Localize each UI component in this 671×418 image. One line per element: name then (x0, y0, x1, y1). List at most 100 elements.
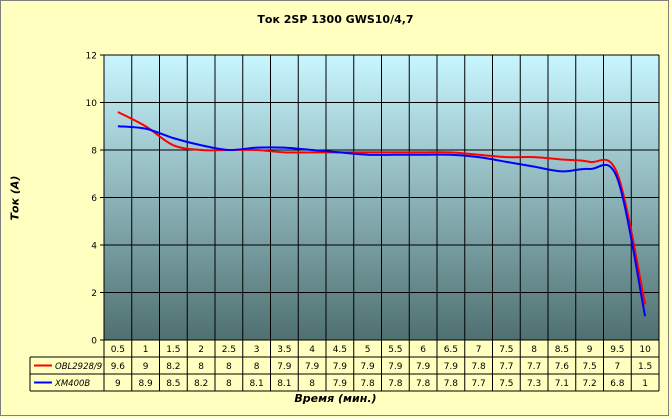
x-tick-label: 6 (420, 345, 426, 355)
table-value: 7.9 (277, 362, 292, 372)
data-point (256, 147, 258, 149)
table-value: 8.9 (138, 379, 153, 389)
x-tick-label: 3 (254, 345, 260, 355)
table-value: 9 (143, 362, 149, 372)
data-point (367, 151, 369, 153)
x-tick-label: 2 (198, 345, 204, 355)
table-value: 7.9 (444, 362, 459, 372)
data-point (117, 125, 119, 127)
table-value: 7.9 (305, 362, 320, 372)
series-line-red (117, 111, 647, 305)
y-tick-label: 12 (86, 52, 97, 62)
table-value: 7.9 (388, 362, 403, 372)
data-point (172, 144, 174, 146)
data-point (367, 154, 369, 156)
x-tick-label: 3.5 (277, 345, 291, 355)
data-point (283, 147, 285, 149)
table-value: 8 (198, 362, 204, 372)
table-value: 7.9 (333, 362, 348, 372)
x-axis-label: Время (мин.) (294, 392, 377, 405)
y-tick-label: 6 (91, 194, 97, 204)
table-value: 8.5 (166, 379, 180, 389)
x-tick-label: 5.5 (388, 345, 402, 355)
table-value: 7.8 (388, 379, 403, 389)
table-value: 7.7 (471, 379, 485, 389)
table-value: 7.6 (555, 362, 570, 372)
data-point (200, 149, 202, 151)
table-value: 7.3 (527, 379, 541, 389)
data-point (561, 170, 563, 172)
y-tick-label: 0 (91, 337, 97, 347)
series-line-blue (117, 125, 647, 317)
x-tick-label: 8.5 (555, 345, 569, 355)
table-value: 7.2 (582, 379, 596, 389)
data-point (505, 156, 507, 158)
data-point (394, 151, 396, 153)
table-value: 8 (226, 379, 232, 389)
x-tick-label: 7.5 (499, 345, 513, 355)
table-value: 7.7 (527, 362, 541, 372)
x-tick-label: 4 (309, 345, 315, 355)
table-value: 8.1 (249, 379, 263, 389)
table-value: 9.6 (111, 362, 126, 372)
table-value: 7.9 (360, 362, 375, 372)
data-point (422, 151, 424, 153)
table-value: 7.8 (471, 362, 486, 372)
x-tick-label: 8 (531, 345, 537, 355)
table-value: 7.5 (582, 362, 596, 372)
data-point (256, 149, 258, 151)
x-tick-label: 9 (587, 345, 593, 355)
data-point (200, 144, 202, 146)
legend-label: XM400B (54, 379, 90, 389)
data-point (422, 154, 424, 156)
x-tick-label: 1 (143, 345, 149, 355)
table-value: 8.1 (277, 379, 291, 389)
chart-title: Ток 2SP 1300 GWS10/4,7 (257, 13, 414, 26)
x-tick-label: 9.5 (610, 345, 624, 355)
y-tick-label: 10 (86, 99, 98, 109)
data-point (450, 151, 452, 153)
table-value: 1 (642, 379, 648, 389)
table-value: 7.8 (360, 379, 375, 389)
table-value: 6.8 (610, 379, 625, 389)
data-point (644, 303, 646, 305)
data-point (478, 154, 480, 156)
data-point (311, 149, 313, 151)
data-point (145, 128, 147, 130)
table-value: 8 (254, 362, 260, 372)
table-value: 8 (309, 379, 315, 389)
y-tick-label: 8 (91, 147, 97, 157)
x-tick-label: 4.5 (333, 345, 347, 355)
table-value: 8.2 (194, 379, 208, 389)
table-value: 7.9 (333, 379, 348, 389)
y-tick-label: 2 (91, 289, 97, 299)
legend-label: OBL2928/9 (55, 362, 102, 372)
data-point (394, 154, 396, 156)
x-tick-label: 1.5 (166, 345, 180, 355)
x-tick-label: 6.5 (444, 345, 458, 355)
y-tick-label: 4 (91, 242, 97, 252)
data-point (589, 168, 591, 170)
table-value: 1.5 (638, 362, 652, 372)
data-point (339, 151, 341, 153)
data-point (644, 315, 646, 317)
data-point (533, 166, 535, 168)
data-point (505, 161, 507, 163)
x-tick-label: 10 (639, 345, 651, 355)
data-point (616, 178, 618, 180)
table-value: 7 (615, 362, 621, 372)
table-value: 7.5 (499, 379, 513, 389)
table-value: 7.8 (416, 379, 431, 389)
data-point (172, 137, 174, 139)
x-tick-label: 0.5 (111, 345, 125, 355)
data-point (311, 151, 313, 153)
table-value: 9 (115, 379, 121, 389)
data-point (589, 161, 591, 163)
table-value: 7.7 (499, 362, 513, 372)
table-value: 8.2 (166, 362, 180, 372)
data-point (533, 156, 535, 158)
table-value: 7.8 (444, 379, 459, 389)
table-value: 7.9 (416, 362, 431, 372)
